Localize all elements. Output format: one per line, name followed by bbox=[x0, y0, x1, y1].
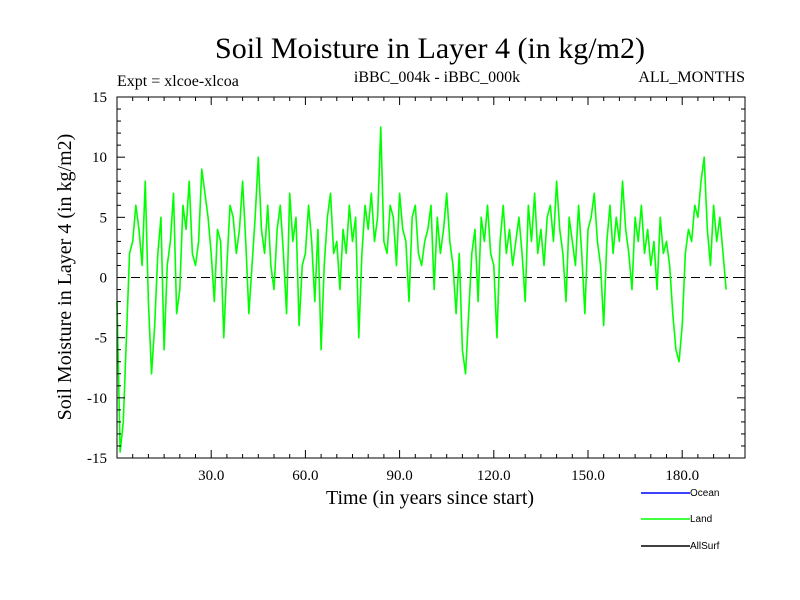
y-tick-label: 5 bbox=[100, 210, 108, 226]
series-line-land bbox=[116, 126, 727, 453]
x-tick-label: 180.0 bbox=[665, 468, 699, 484]
x-axis-ticks: 30.0 60.0 90.0 120.0 150.0 180.0 bbox=[132, 97, 730, 484]
subtitle-center: iBBC_004k - iBBC_000k bbox=[354, 69, 520, 86]
x-tick-label: 30.0 bbox=[198, 468, 224, 484]
x-tick-label: 150.0 bbox=[571, 468, 605, 484]
x-tick-label: 120.0 bbox=[477, 468, 511, 484]
x-axis-label: Time (in years since start) bbox=[326, 487, 534, 509]
y-tick-label: -15 bbox=[87, 451, 107, 467]
y-axis-label: Soil Moisture in Layer 4 (in kg/m2) bbox=[54, 134, 76, 421]
legend: Ocean Land AllSurf bbox=[641, 488, 720, 552]
chart-title: Soil Moisture in Layer 4 (in kg/m2) bbox=[215, 32, 645, 65]
legend-label-land: Land bbox=[690, 514, 712, 525]
legend-label-allsurf: AllSurf bbox=[690, 541, 720, 552]
y-tick-label: -5 bbox=[95, 331, 108, 347]
y-tick-label: 10 bbox=[92, 150, 107, 166]
subtitle-right: ALL_MONTHS bbox=[638, 69, 745, 86]
y-tick-label: -10 bbox=[87, 391, 107, 407]
experiment-label: Expt = xlcoe-xlcoa bbox=[117, 73, 239, 90]
legend-label-ocean: Ocean bbox=[690, 488, 719, 499]
y-tick-label: 0 bbox=[100, 271, 108, 287]
x-tick-label: 60.0 bbox=[292, 468, 318, 484]
x-tick-label: 90.0 bbox=[386, 468, 412, 484]
y-tick-label: 15 bbox=[92, 90, 107, 106]
y-axis-ticks: -15 -10 -5 0 5 10 15 bbox=[87, 90, 745, 467]
